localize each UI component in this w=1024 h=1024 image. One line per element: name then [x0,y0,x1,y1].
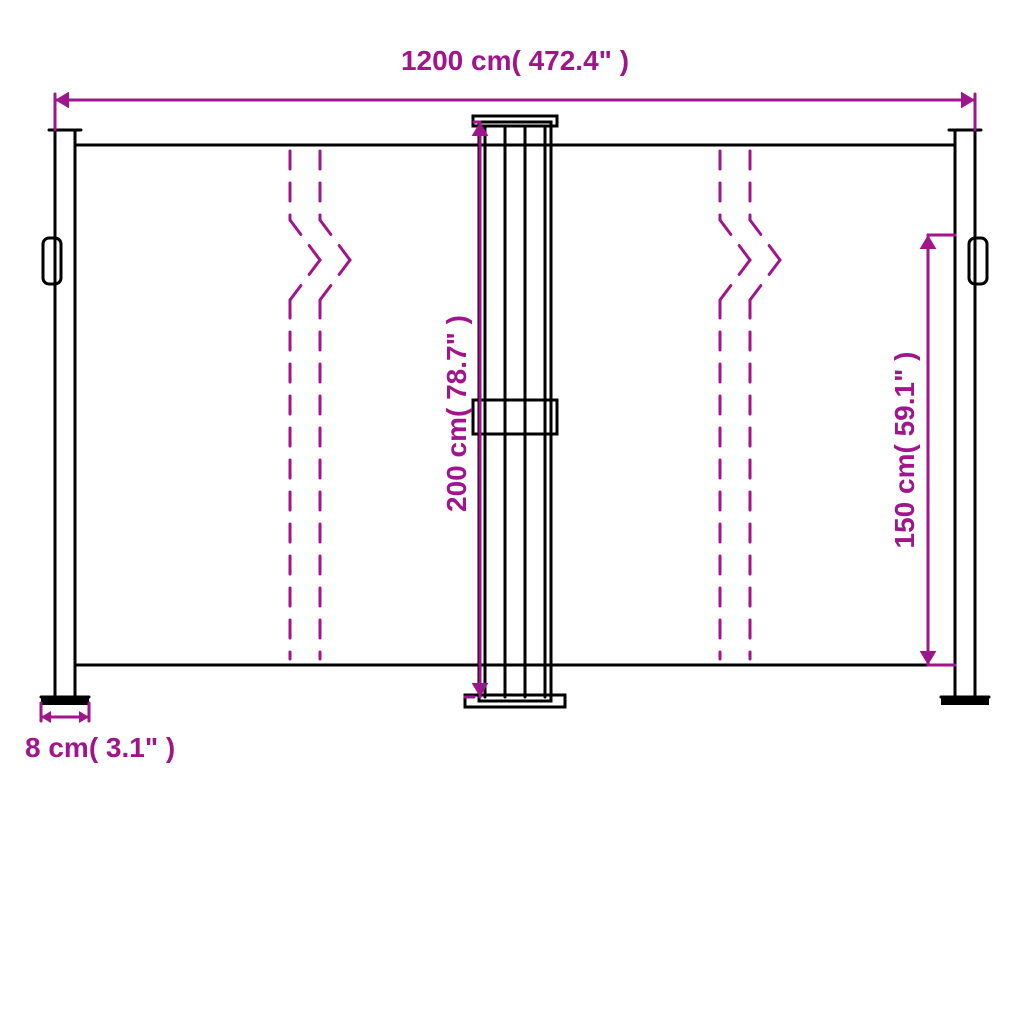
dim-foot-label: 8 cm( 3.1" ) [25,732,175,763]
dim-width-label: 1200 cm( 472.4" ) [401,45,629,76]
dim-height-right-label: 150 cm( 59.1" ) [889,352,920,549]
dim-height-center-label: 200 cm( 78.7" ) [441,315,472,512]
